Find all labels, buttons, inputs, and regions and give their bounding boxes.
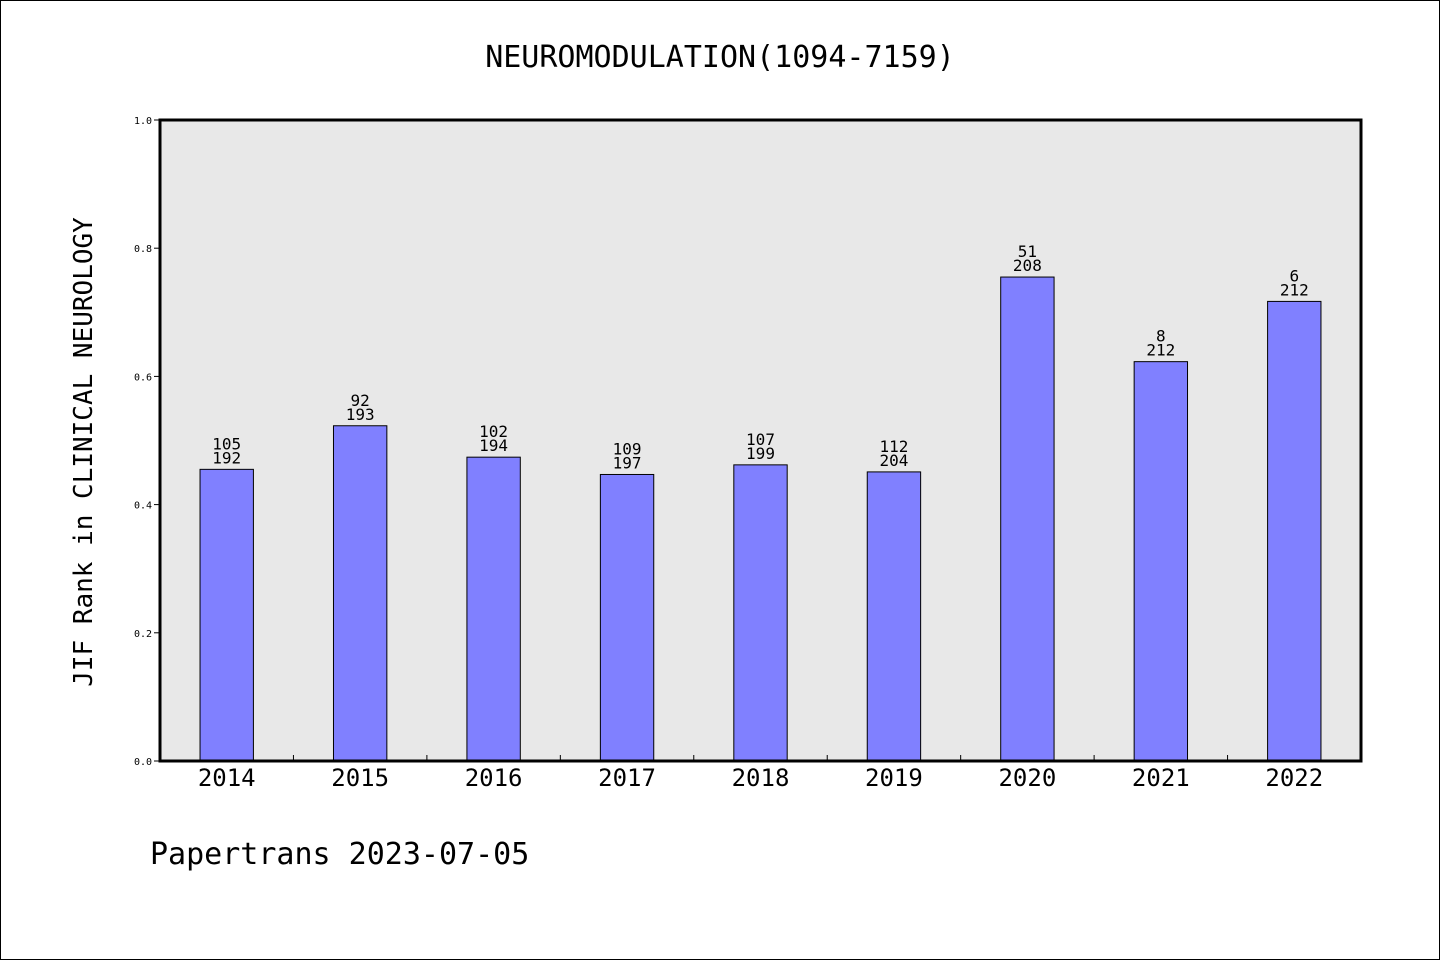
footer-credit: Papertrans 2023-07-05: [150, 837, 529, 872]
bar-2019: [866, 471, 922, 762]
bar-label-total: 192: [212, 448, 241, 467]
bar-label-total: 204: [879, 451, 908, 470]
bar-2014: [199, 468, 254, 762]
bar-label-rank: 92: [351, 391, 370, 410]
x-axis: 2014 2015 2016 2017 2018 2019 2020 2021 2022: [198, 755, 1323, 792]
bar-2016: [466, 456, 521, 762]
bar-label-rank: 112: [879, 437, 908, 456]
y-tick-label: 0.0: [134, 757, 152, 768]
bar-label-rank: 109: [613, 439, 642, 458]
x-tick-label: 2020: [998, 764, 1056, 792]
y-tick-label: 0.4: [134, 501, 152, 512]
bar-label-rank: 8: [1156, 327, 1166, 346]
bar-label-rank: 51: [1018, 242, 1037, 261]
bar-2017: [599, 473, 655, 762]
x-tick-label: 2018: [732, 764, 790, 792]
bar-2018: [733, 464, 788, 762]
x-tick-label: 2014: [198, 764, 256, 792]
bar-2022: [1267, 300, 1322, 762]
plot-border: [158, 118, 1363, 763]
bar-label-rank: 107: [746, 430, 775, 449]
x-tick-label: 2017: [598, 764, 656, 792]
x-tick-label: 2019: [865, 764, 923, 792]
x-tick-label: 2021: [1132, 764, 1190, 792]
bar-2021: [1133, 361, 1189, 762]
chart-title: NEUROMODULATION(1094-7159): [485, 40, 955, 75]
bar-label-total: 194: [479, 436, 508, 455]
y-tick-label: 1.0: [134, 116, 152, 127]
bar-2020: [1000, 276, 1055, 762]
bar-label-total: 193: [346, 405, 375, 424]
y-axis-label: JIF Rank in CLINICAL NEUROLOGY: [69, 217, 99, 687]
y-axis: 0.0 0.2 0.4 0.6 0.8 1.0: [134, 116, 160, 768]
bar-label-total: 199: [746, 444, 775, 463]
bar-label-total: 212: [1280, 280, 1309, 299]
x-tick-label: 2015: [331, 764, 389, 792]
x-tick-label: 2022: [1265, 764, 1323, 792]
y-tick-label: 0.6: [134, 372, 152, 383]
bar-label-total: 208: [1013, 256, 1042, 275]
bar-2015: [332, 425, 388, 762]
y-tick-label: 0.8: [134, 244, 152, 255]
bar-label-rank: 6: [1289, 266, 1299, 285]
bar-label-rank: 105: [212, 434, 241, 453]
bar-label-total: 197: [613, 453, 642, 472]
x-tick-label: 2016: [465, 764, 523, 792]
bar-label-rank: 102: [479, 422, 508, 441]
bar-label-total: 212: [1146, 341, 1175, 360]
y-tick-label: 0.2: [134, 629, 152, 640]
